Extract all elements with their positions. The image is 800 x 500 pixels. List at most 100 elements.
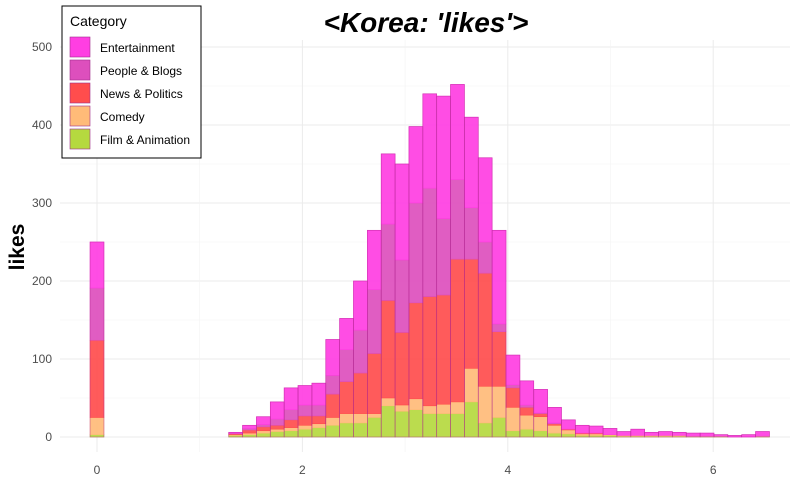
bar-segment	[270, 431, 285, 438]
bar-segment	[477, 422, 493, 438]
bar-segment	[283, 419, 299, 428]
bar-segment	[436, 95, 451, 219]
bar-segment	[755, 431, 770, 437]
bar-segment	[450, 179, 465, 260]
bar-outline	[491, 229, 507, 438]
y-axis-label: likes	[6, 224, 29, 271]
bar-segment	[256, 424, 271, 428]
series-entertainment	[89, 84, 770, 438]
bar-segment	[353, 372, 368, 414]
bar-segment	[283, 427, 299, 432]
bar-segment	[519, 414, 535, 430]
bar-segment	[283, 430, 299, 438]
y-tick-label: 100	[32, 352, 52, 366]
y-tick-label: 200	[32, 274, 52, 288]
bar-segment	[353, 329, 368, 374]
bar-segment	[283, 387, 299, 410]
bar-segment	[491, 230, 507, 325]
bar-segment	[450, 401, 465, 414]
bar-segment	[519, 428, 535, 438]
bar-segment	[547, 424, 562, 434]
bar-segment	[561, 429, 576, 435]
bar-segment	[464, 116, 479, 208]
bar-segment	[380, 405, 396, 438]
x-tick-label: 4	[504, 463, 511, 477]
bar-segment	[436, 294, 451, 405]
bar-segment	[491, 385, 507, 418]
bar-segment	[505, 387, 521, 408]
bar-segment	[297, 424, 313, 430]
bar-segment	[270, 401, 285, 420]
bar-segment	[450, 84, 465, 180]
bar-segment	[436, 218, 451, 296]
bar-segment	[297, 385, 313, 406]
bar-segment	[394, 404, 410, 412]
y-tick-label: 400	[32, 118, 52, 132]
bar-segment	[741, 434, 756, 438]
bar-segment	[380, 300, 396, 399]
bar-segment	[89, 417, 105, 435]
bar-segment	[422, 187, 437, 297]
bar-segment	[339, 318, 354, 350]
bar-segment	[699, 432, 715, 437]
bar-segment	[561, 433, 576, 438]
x-tick-label: 2	[299, 463, 306, 477]
series-news-politics	[89, 258, 604, 435]
bar-segment	[270, 418, 285, 426]
bar-segment	[408, 126, 424, 204]
bar-segment	[533, 389, 548, 414]
bar-segment	[380, 153, 396, 225]
bar-segment	[89, 241, 105, 289]
bar-segment	[367, 413, 382, 418]
bar-segment	[464, 401, 479, 438]
bar-segment	[408, 202, 424, 304]
bar-segment	[644, 432, 659, 436]
bar-segment	[561, 419, 576, 430]
bar-segment	[519, 380, 535, 406]
bar-segment	[325, 339, 340, 376]
bar-segment	[394, 332, 410, 406]
bar-segment	[505, 407, 521, 432]
bar-segment	[339, 349, 354, 382]
legend-label: Film & Animation	[100, 133, 190, 147]
bar-segment	[547, 407, 562, 424]
bar-segment	[422, 405, 437, 414]
bar-segment	[588, 425, 604, 434]
bar-segment	[353, 280, 368, 331]
bar-segment	[519, 407, 535, 416]
bar-segment	[491, 417, 507, 438]
bar-segment	[394, 163, 410, 261]
bar-segment	[533, 413, 548, 418]
bar-segment	[533, 416, 548, 432]
chart-title: <Korea: 'likes'>	[324, 7, 529, 38]
bar-segment	[89, 434, 105, 438]
bar-segment	[242, 434, 257, 438]
bar-segment	[685, 432, 701, 437]
bar-segment	[297, 415, 313, 426]
bar-segment	[89, 339, 105, 418]
bar-segment	[505, 430, 521, 438]
tick-labels: 0 100 200 300 400 500 0 2 4 6	[32, 40, 717, 477]
bar-segment	[283, 409, 299, 421]
bar-segment	[256, 432, 271, 438]
bar-segment	[575, 424, 590, 434]
y-tick-label: 500	[32, 40, 52, 54]
bar-segment	[297, 428, 313, 438]
bar-segment	[380, 397, 396, 407]
legend-swatch	[69, 128, 91, 150]
bar-segment	[464, 258, 479, 369]
legend-swatch	[69, 105, 91, 127]
x-tick-label: 0	[94, 463, 101, 477]
bar-segment	[491, 323, 507, 332]
bar-segment	[242, 429, 257, 434]
legend-swatch	[69, 82, 91, 104]
bar-outline	[89, 241, 105, 438]
bar-segment	[464, 207, 479, 260]
bar-segment	[256, 430, 271, 434]
bar-segment	[408, 302, 424, 400]
bar-segment	[339, 381, 354, 414]
bar-segment	[339, 422, 354, 438]
bar-segment	[89, 287, 105, 341]
bar-segment	[505, 384, 521, 389]
bar-segment	[658, 431, 673, 436]
